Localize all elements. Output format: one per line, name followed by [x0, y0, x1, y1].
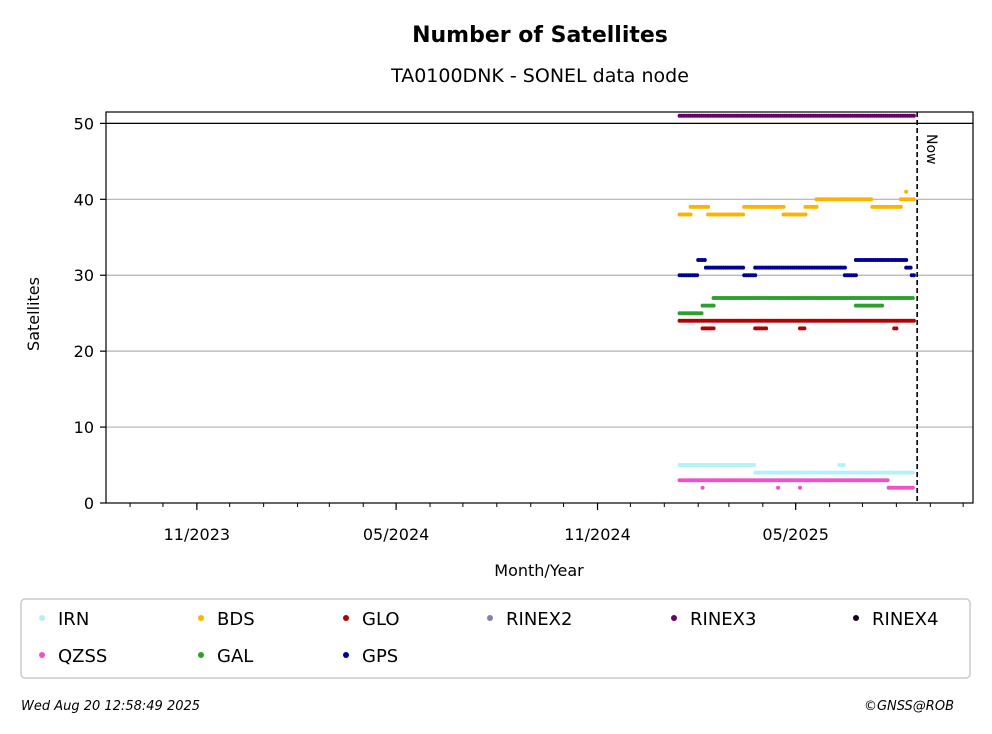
data-point-gps	[853, 273, 858, 278]
data-point-gps	[753, 273, 758, 278]
data-point-bds	[781, 204, 786, 209]
data-point-glo	[764, 326, 769, 331]
x-tick-label: 11/2024	[564, 525, 630, 544]
legend-marker-glo	[343, 615, 349, 621]
legend-label-bds: BDS	[217, 609, 255, 630]
data-point-gps	[695, 273, 700, 278]
data-point-qzss	[885, 478, 890, 483]
data-point-gal	[910, 296, 915, 300]
data-point-gal	[711, 303, 716, 308]
data-point-gps	[911, 273, 916, 278]
data-point-bds	[814, 204, 819, 209]
legend-label-rinex2: RINEX2	[506, 609, 572, 630]
data-point-bds	[741, 212, 746, 217]
data-point-bds	[688, 212, 693, 217]
x-tick-label: 05/2025	[762, 525, 828, 544]
data-point-gal	[880, 303, 885, 308]
legend-box	[20, 598, 971, 679]
legend-label-gps: GPS	[362, 646, 398, 667]
data-point-qzss	[798, 485, 802, 490]
y-tick-label: 40	[74, 190, 94, 209]
data-point-gps	[741, 265, 746, 270]
y-tick-label: 10	[74, 418, 94, 437]
data-point-qzss	[776, 485, 781, 490]
footer-timestamp: Wed Aug 20 12:58:49 2025	[21, 699, 200, 714]
data-point-qzss	[910, 485, 915, 490]
y-tick-label: 50	[74, 114, 94, 133]
y-tick-label: 30	[74, 266, 94, 285]
data-point-glo	[711, 326, 716, 331]
footer-credit: ©GNSS@ROB	[864, 699, 954, 714]
legend-marker-rinex2	[487, 615, 493, 621]
data-point-irn	[841, 463, 846, 467]
legend-marker-bds	[198, 615, 204, 621]
data-point-bds	[904, 189, 909, 194]
legend-marker-irn	[39, 615, 45, 621]
legend-label-rinex4: RINEX4	[872, 609, 938, 630]
data-point-bds	[911, 197, 916, 202]
chart-title: Number of Satellites	[412, 23, 668, 48]
legend-marker-gal	[198, 652, 204, 658]
data-point-gps	[908, 265, 913, 270]
data-point-gal	[699, 311, 704, 316]
axes: 0 10 20 30 40 50 11/2023 05/2024 11/2024 05/2025	[74, 114, 964, 544]
y-axis-label: Satellites	[24, 277, 43, 351]
legend-marker-rinex4	[853, 615, 859, 621]
data-point-gps	[904, 258, 909, 262]
data-point-rinex3	[911, 113, 916, 118]
data-point-glo	[894, 326, 899, 331]
chart-overlays: Now	[106, 112, 973, 503]
x-tick-label: 11/2023	[164, 525, 230, 544]
data-point-gps	[842, 265, 847, 270]
y-tick-label: 0	[84, 494, 94, 513]
data-point-bds	[803, 212, 808, 217]
data-point-glo	[802, 326, 807, 331]
legend-label-glo: GLO	[362, 609, 400, 630]
x-tick-label: 05/2024	[363, 525, 429, 544]
data-point-irn	[910, 470, 915, 475]
data-point-gps	[702, 258, 707, 262]
data-point-irn	[752, 463, 757, 467]
legend-marker-rinex3	[671, 615, 677, 621]
data-point-glo	[911, 318, 916, 323]
data-points	[677, 113, 916, 490]
x-axis-label: Month/Year	[494, 561, 584, 580]
data-point-bds	[869, 197, 874, 202]
legend: IRN BDS GLO RINEX2 RINEX3 RINEX4 QZSS GAL GPS	[39, 609, 938, 667]
data-point-bds	[898, 204, 903, 209]
legend-label-rinex3: RINEX3	[690, 609, 756, 630]
legend-marker-gps	[343, 652, 349, 658]
data-point-qzss	[700, 485, 705, 490]
legend-marker-qzss	[39, 652, 45, 658]
now-label: Now	[923, 134, 939, 165]
chart-subtitle: TA0100DNK - SONEL data node	[390, 65, 689, 87]
data-point-bds	[706, 204, 711, 209]
plot-frame	[105, 111, 974, 504]
legend-label-qzss: QZSS	[58, 646, 107, 667]
y-tick-label: 20	[74, 342, 94, 361]
legend-label-gal: GAL	[217, 646, 253, 667]
legend-label-irn: IRN	[58, 609, 89, 630]
